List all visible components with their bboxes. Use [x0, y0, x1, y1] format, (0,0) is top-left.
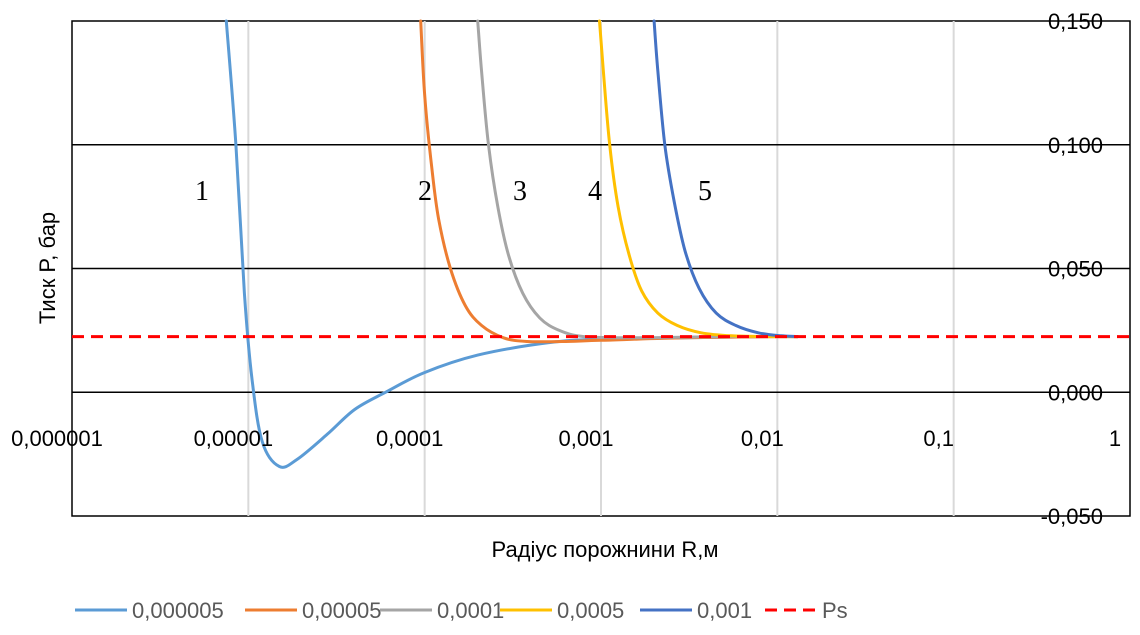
x-tick-label: 0,00001: [194, 426, 274, 451]
legend-label: 0,0005: [557, 598, 624, 623]
curve-label: 1: [195, 176, 209, 207]
series-lines: [72, 19, 1130, 469]
x-tick-label: 0,0001: [376, 426, 443, 451]
series-line-0,001: [652, 19, 799, 339]
x-tick-label: 0,001: [558, 426, 613, 451]
curve-number-labels: 1 2 3 4 5: [195, 176, 712, 207]
curve-label: 2: [418, 176, 432, 207]
y-tick-label: 0,150: [1048, 9, 1103, 34]
plot-area: [71, 19, 1131, 517]
curve-label: 4: [588, 176, 602, 207]
legend-label: 0,00005: [302, 598, 382, 623]
legend-label: 0,000005: [132, 598, 224, 623]
y-axis-title: Тиск P, бар: [35, 212, 60, 324]
x-tick-label: 0,01: [741, 426, 784, 451]
y-tick-label: -0,050: [1041, 504, 1103, 529]
y-tick-label: 0,050: [1048, 257, 1103, 282]
y-tick-label: 0,000: [1048, 380, 1103, 405]
legend: 0,000005 0,00005 0,0001 0,0005 0,001 Ps: [75, 598, 848, 623]
curve-label: 3: [513, 176, 527, 207]
x-tick-label: 0,1: [923, 426, 954, 451]
x-tick-label: 1: [1109, 426, 1121, 451]
legend-label: 0,0001: [437, 598, 504, 623]
series-line-0,00005: [419, 19, 799, 344]
y-tick-labels: -0,050 0,000 0,050 0,100 0,150: [1041, 9, 1103, 529]
x-axis-title: Радіус порожнини R,м: [492, 537, 719, 562]
horizontal-gridlines: [72, 144, 1130, 393]
series-line-0,000005: [224, 19, 799, 469]
x-tick-label: 0,000001: [11, 426, 103, 451]
curve-label: 5: [698, 176, 712, 207]
legend-label: 0,001: [697, 598, 752, 623]
legend-label: Ps: [822, 598, 848, 623]
y-tick-label: 0,100: [1048, 133, 1103, 158]
series-line-0,0001: [476, 19, 799, 340]
series-line-0,0005: [598, 19, 799, 339]
x-tick-labels: 0,000001 0,00001 0,0001 0,001 0,01 0,1 1: [11, 426, 1121, 451]
